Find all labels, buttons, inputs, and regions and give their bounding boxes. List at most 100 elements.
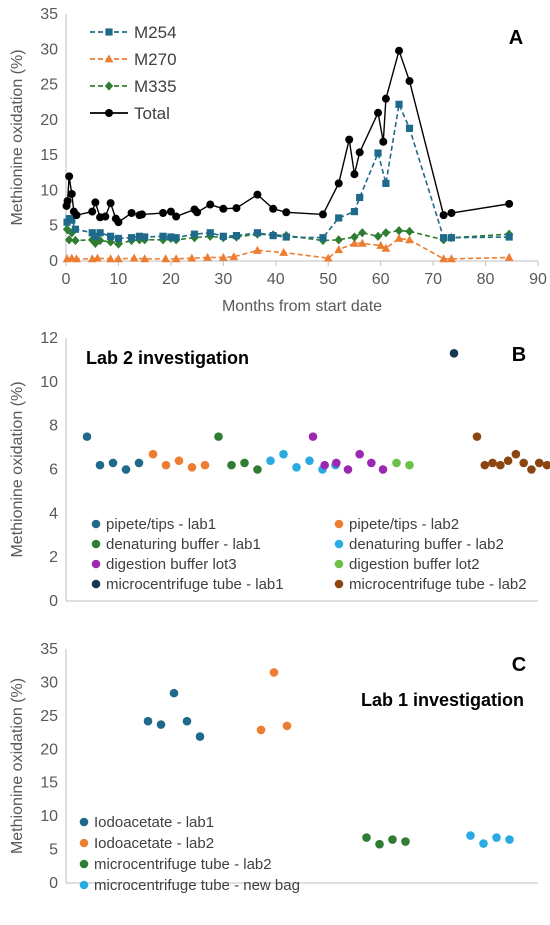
series-group-1 <box>256 668 292 735</box>
legend-label: digestion buffer lot3 <box>106 556 237 573</box>
x-tick-label: 30 <box>214 271 232 288</box>
data-point-m254 <box>374 149 382 157</box>
data-point <box>148 449 158 459</box>
data-point-total <box>395 46 404 55</box>
y-tick-label: 0 <box>49 593 58 610</box>
data-point <box>156 720 166 729</box>
data-point-m270 <box>229 252 239 261</box>
data-point-m270 <box>253 245 262 254</box>
data-point <box>388 835 397 844</box>
series-group-6 <box>449 349 459 358</box>
legend-marker <box>91 579 101 589</box>
data-point <box>392 458 401 468</box>
data-point-total <box>505 199 514 208</box>
panel-b-scatter-chart: 0 2 4 6 8 10 12 Methionine oxidation (%) B Lab 2 … <box>9 330 550 610</box>
data-point-total <box>439 211 448 220</box>
y-tick-label: 0 <box>49 253 58 270</box>
data-point-m270 <box>279 247 289 256</box>
data-point-total <box>318 210 327 219</box>
data-point-m254 <box>405 124 414 132</box>
legend-label: Iodoacetate - lab2 <box>94 835 214 852</box>
data-point-m270 <box>334 245 344 254</box>
data-point-m270 <box>114 254 123 263</box>
y-tick-label: 15 <box>40 147 58 164</box>
data-point-total <box>63 197 72 206</box>
data-point-m335 <box>334 235 343 245</box>
data-point-total <box>166 207 175 216</box>
data-point-m254 <box>319 234 327 242</box>
data-point-m270 <box>187 253 197 262</box>
series-group-5 <box>392 458 414 470</box>
y-tick-label: 10 <box>40 374 58 391</box>
y-tick-label: 35 <box>40 641 58 658</box>
y-tick-label: 30 <box>40 674 58 691</box>
data-point-m270 <box>447 254 456 263</box>
y-tick-label: 15 <box>40 775 58 792</box>
panel-letter: C <box>512 654 526 676</box>
data-point-m254 <box>447 234 456 242</box>
legend-marker <box>105 28 113 36</box>
data-point-m254 <box>253 229 262 237</box>
data-point <box>542 460 550 470</box>
legend-marker <box>91 559 101 569</box>
y-tick-label: 35 <box>40 6 58 23</box>
legend: pipete/tips - lab1 pipete/tips - lab2 dena… <box>91 516 527 593</box>
data-point-total <box>67 189 76 198</box>
series-group-4 <box>308 432 388 474</box>
x-tick-label: 50 <box>319 271 337 288</box>
data-point <box>169 688 179 698</box>
data-point <box>95 460 105 470</box>
data-point-m270 <box>394 233 404 242</box>
data-point-m270 <box>381 243 391 252</box>
data-point <box>187 463 197 472</box>
y-axis-title: Methionine oxidation (%) <box>9 678 26 854</box>
legend-label: pipete/tips - lab1 <box>106 516 216 533</box>
data-point-m270 <box>161 254 171 263</box>
data-point <box>240 458 249 468</box>
legend-label: microcentrifuge tube - lab2 <box>94 856 272 873</box>
y-tick-label: 8 <box>49 418 58 435</box>
data-point-m335 <box>64 235 74 245</box>
series-group-3 <box>466 831 514 848</box>
data-point-m254 <box>282 233 290 241</box>
y-tick-label: 20 <box>40 112 58 129</box>
data-point-total <box>253 190 262 199</box>
data-point <box>174 456 184 466</box>
legend-marker <box>104 54 114 63</box>
x-tick-label: 20 <box>162 271 180 288</box>
x-tick-label: 80 <box>477 271 495 288</box>
data-point <box>466 831 475 840</box>
panel-letter: A <box>509 27 523 49</box>
y-tick-label: 6 <box>49 462 58 479</box>
y-tick-label: 30 <box>40 41 58 58</box>
data-point-m254 <box>382 179 390 187</box>
series-group-0 <box>143 688 205 741</box>
data-point-m254 <box>335 214 343 222</box>
data-point-m254 <box>356 193 364 202</box>
data-point-m270 <box>350 238 359 247</box>
legend-label: microcentrifuge tube - new bag <box>94 877 300 894</box>
data-point-m254 <box>190 230 199 238</box>
data-point-total <box>72 211 81 220</box>
y-tick-label: 4 <box>49 505 58 522</box>
data-point <box>108 458 118 468</box>
data-point-m335 <box>358 228 367 238</box>
data-point-m270 <box>140 254 150 263</box>
data-point-m254 <box>206 229 214 237</box>
data-point-total <box>232 204 241 213</box>
data-point-m254 <box>68 216 76 224</box>
data-point <box>449 349 459 358</box>
data-point-total <box>138 210 147 219</box>
data-point <box>472 432 482 441</box>
data-point-m254 <box>127 234 136 242</box>
data-point-m270 <box>218 252 228 261</box>
data-point-m254 <box>269 231 277 240</box>
legend-label: pipete/tips - lab2 <box>349 516 459 533</box>
y-tick-label: 25 <box>40 77 58 94</box>
chart-title: Lab 2 investigation <box>86 348 249 368</box>
series-group-0 <box>82 432 144 474</box>
data-point-total <box>405 77 414 86</box>
data-point-m270 <box>72 254 81 263</box>
data-point-m270 <box>357 238 367 247</box>
